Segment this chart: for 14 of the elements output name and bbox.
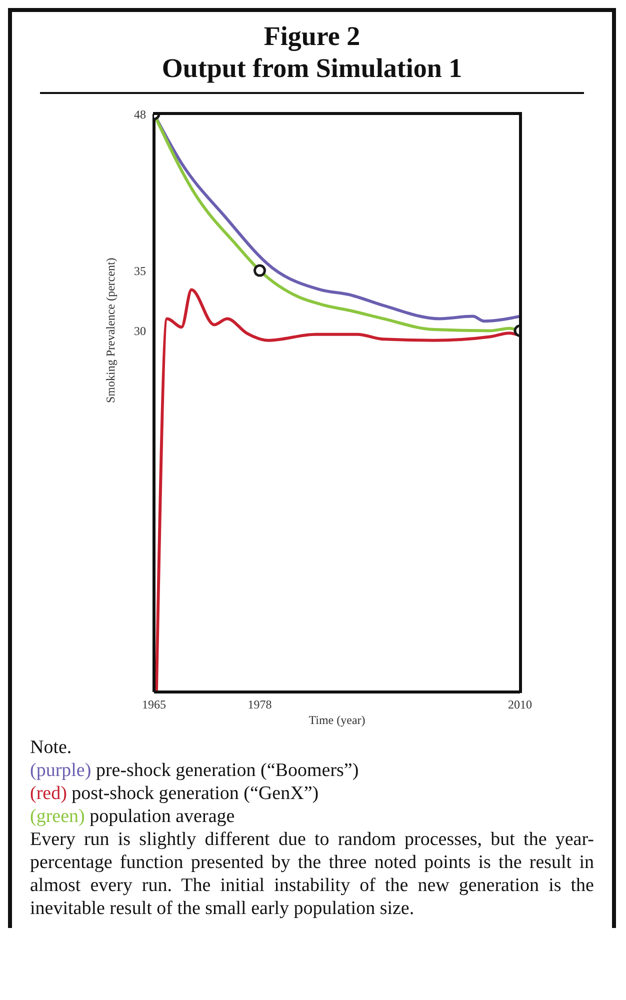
y-tick-label: 35 <box>134 264 146 278</box>
y-tick-label: 48 <box>134 107 146 122</box>
chart-title: Figure 2 Output from Simulation 1 <box>160 20 464 84</box>
y-axis-title: Smoking Prevalence (percent) <box>103 258 118 403</box>
text: Note. <box>30 736 73 759</box>
x-tick-label: 1978 <box>248 698 272 712</box>
text: (green) population average <box>30 805 236 828</box>
x-tick-label: 1965 <box>142 698 166 712</box>
text: Every run is slightly different due to random processes, but the year-percentage function presented by the three noted points is the result in almost every run. The initial instability of the new generation is the inevitable result of the small early population size. <box>30 828 594 920</box>
x-axis-title: Time (year) <box>308 713 366 727</box>
x-tick-label: 2010 <box>508 698 532 712</box>
text: (purple) pre-shock generation (“Boomers”) <box>30 759 360 782</box>
y-tick-label: 30 <box>134 324 146 338</box>
text: (red) post-shock generation (“GenX”) <box>30 782 320 805</box>
